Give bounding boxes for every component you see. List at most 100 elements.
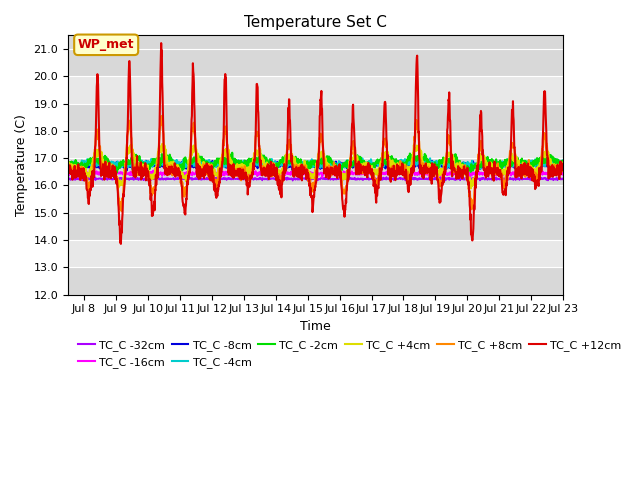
TC_C +4cm xyxy=(467,185,475,191)
TC_C -32cm xyxy=(275,177,282,182)
TC_C -4cm xyxy=(275,160,282,166)
Bar xyxy=(68,267,563,295)
Bar xyxy=(68,185,563,213)
Legend: TC_C -32cm, TC_C -16cm, TC_C -8cm, TC_C -4cm, TC_C -2cm, TC_C +4cm, TC_C +8cm, T: TC_C -32cm, TC_C -16cm, TC_C -8cm, TC_C … xyxy=(74,336,626,372)
TC_C +12cm xyxy=(294,168,302,173)
TC_C +4cm xyxy=(123,155,131,160)
Text: WP_met: WP_met xyxy=(78,38,134,51)
TC_C -16cm xyxy=(64,169,72,175)
Line: TC_C -2cm: TC_C -2cm xyxy=(68,153,563,175)
TC_C -4cm xyxy=(346,165,354,170)
TC_C -8cm xyxy=(559,161,567,167)
TC_C -8cm xyxy=(294,161,301,167)
TC_C -16cm xyxy=(319,175,326,180)
TC_C -16cm xyxy=(123,171,131,177)
TC_C +4cm xyxy=(275,167,282,173)
TC_C -32cm xyxy=(64,175,72,181)
TC_C -2cm xyxy=(294,156,302,162)
TC_C -32cm xyxy=(341,174,349,180)
TC_C -8cm xyxy=(64,161,72,167)
TC_C +8cm xyxy=(347,155,355,161)
TC_C +4cm xyxy=(102,165,110,170)
TC_C -16cm xyxy=(559,170,567,176)
TC_C +8cm xyxy=(285,138,293,144)
TC_C -16cm xyxy=(102,169,110,175)
TC_C -2cm xyxy=(285,160,293,166)
TC_C -16cm xyxy=(346,171,354,177)
TC_C -2cm xyxy=(110,172,118,178)
TC_C +12cm xyxy=(275,185,283,191)
TC_C -8cm xyxy=(347,162,355,168)
Bar xyxy=(68,76,563,104)
TC_C -4cm xyxy=(64,163,72,169)
Line: TC_C +12cm: TC_C +12cm xyxy=(68,43,563,244)
TC_C -2cm xyxy=(64,162,72,168)
Bar xyxy=(68,104,563,131)
TC_C +12cm xyxy=(157,40,165,46)
X-axis label: Time: Time xyxy=(300,320,331,333)
Y-axis label: Temperature (C): Temperature (C) xyxy=(15,114,28,216)
TC_C -4cm xyxy=(102,161,110,167)
TC_C +8cm xyxy=(64,164,72,169)
TC_C +4cm xyxy=(285,154,292,160)
TC_C +4cm xyxy=(346,159,354,165)
TC_C -4cm xyxy=(467,167,475,172)
Bar xyxy=(68,49,563,76)
Line: TC_C -8cm: TC_C -8cm xyxy=(68,161,563,171)
TC_C -32cm xyxy=(289,178,296,183)
TC_C +12cm xyxy=(117,241,125,247)
TC_C +4cm xyxy=(158,141,166,147)
TC_C +12cm xyxy=(559,167,567,173)
TC_C -32cm xyxy=(294,176,301,181)
TC_C -32cm xyxy=(123,176,131,181)
TC_C -8cm xyxy=(101,168,109,174)
TC_C -8cm xyxy=(123,164,131,169)
TC_C +8cm xyxy=(123,142,131,148)
Line: TC_C +8cm: TC_C +8cm xyxy=(68,116,563,211)
TC_C -2cm xyxy=(102,155,110,160)
TC_C -2cm xyxy=(228,150,236,156)
TC_C +8cm xyxy=(157,113,165,119)
TC_C -8cm xyxy=(285,164,292,169)
TC_C -16cm xyxy=(293,171,301,177)
TC_C -8cm xyxy=(275,161,282,167)
TC_C +8cm xyxy=(102,167,110,172)
TC_C +12cm xyxy=(285,96,293,102)
Line: TC_C -16cm: TC_C -16cm xyxy=(68,170,563,178)
Bar xyxy=(68,131,563,158)
TC_C -8cm xyxy=(103,160,111,166)
TC_C -16cm xyxy=(285,171,292,177)
TC_C -16cm xyxy=(275,170,282,176)
TC_C +12cm xyxy=(102,169,110,175)
TC_C -4cm xyxy=(123,164,131,169)
TC_C -2cm xyxy=(275,162,283,168)
TC_C -16cm xyxy=(456,168,463,173)
TC_C -2cm xyxy=(559,162,567,168)
TC_C +12cm xyxy=(64,167,72,173)
TC_C +8cm xyxy=(559,166,567,171)
TC_C -4cm xyxy=(293,161,301,167)
TC_C +4cm xyxy=(559,166,567,171)
Bar xyxy=(68,158,563,185)
TC_C +12cm xyxy=(123,156,131,161)
TC_C -2cm xyxy=(347,159,355,165)
TC_C -32cm xyxy=(559,177,567,182)
Line: TC_C -4cm: TC_C -4cm xyxy=(68,158,563,169)
Line: TC_C -32cm: TC_C -32cm xyxy=(68,177,563,180)
TC_C -32cm xyxy=(347,175,355,181)
Bar xyxy=(68,240,563,267)
Title: Temperature Set C: Temperature Set C xyxy=(244,15,387,30)
TC_C -8cm xyxy=(311,158,319,164)
Bar xyxy=(68,213,563,240)
TC_C +8cm xyxy=(275,179,283,185)
TC_C -4cm xyxy=(559,161,567,167)
TC_C +12cm xyxy=(347,163,355,169)
TC_C +4cm xyxy=(64,168,72,173)
TC_C +8cm xyxy=(118,208,125,214)
TC_C +8cm xyxy=(294,167,302,172)
TC_C -32cm xyxy=(285,175,292,181)
TC_C +4cm xyxy=(294,165,301,171)
TC_C -4cm xyxy=(285,161,292,167)
TC_C -32cm xyxy=(102,176,110,181)
Line: TC_C +4cm: TC_C +4cm xyxy=(68,144,563,188)
